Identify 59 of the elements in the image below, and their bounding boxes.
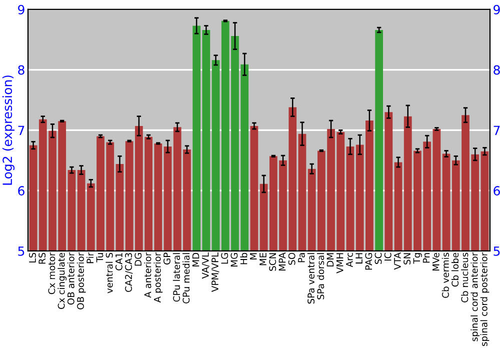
x-tick-label: Arc xyxy=(346,252,353,268)
x-tick-label: VTA xyxy=(394,252,401,270)
x-tick-label: LH xyxy=(356,253,362,264)
x-tick-label: OB anterior xyxy=(67,252,74,305)
x-tick-label: Pir xyxy=(86,252,94,264)
y2-tick-label: 5 xyxy=(494,246,500,256)
x-tick-label: MG xyxy=(230,253,238,266)
x-tick-label: Cb vermis xyxy=(442,252,449,298)
x-tick-label: CA1 xyxy=(115,253,122,270)
y-tick-label: 9 xyxy=(18,4,24,14)
x-tick-label: SO xyxy=(288,252,296,265)
x-tick-label: VMH xyxy=(336,253,344,274)
y-axis-title: Log2 (expression) xyxy=(2,76,14,185)
x-tick-label: CA2/CA3 xyxy=(125,253,133,292)
x-tick-label: M xyxy=(250,253,257,260)
x-tick-label: IC xyxy=(384,252,392,261)
x-tick-label: VPM/VPL xyxy=(212,252,220,292)
x-tick-label: MPA xyxy=(278,252,286,271)
y-tick-label: 7 xyxy=(18,126,24,135)
y-tick-label: 5 xyxy=(18,246,24,256)
y2-tick-label: 6 xyxy=(494,186,500,196)
x-tick-label: Tg xyxy=(413,253,422,264)
y2-tick-label: 8 xyxy=(494,65,500,75)
x-tick-label: GP xyxy=(163,252,170,264)
x-tick-label: MVe xyxy=(432,252,440,271)
x-tick-label: Cb nucleus xyxy=(461,252,468,302)
x-tick-label: CPu medial xyxy=(182,253,190,304)
x-tick-label: ME xyxy=(260,252,266,266)
y-tick-label: 8 xyxy=(18,65,24,75)
x-tick-label: Pa xyxy=(298,253,305,262)
x-tick-label: spinal cord posterior xyxy=(480,252,490,346)
x-tick-label: SC xyxy=(374,252,382,264)
x-tick-label: Pn xyxy=(422,253,430,263)
x-tick-label: DM xyxy=(326,253,334,266)
x-tick-label: Tu xyxy=(96,253,104,262)
x-tick-label: SCN xyxy=(269,253,276,271)
y2-tick-label: 7 xyxy=(494,126,500,135)
x-tick-label: A posterior xyxy=(154,252,163,303)
x-tick-label: SN xyxy=(404,253,411,264)
x-tick-label: DG xyxy=(134,253,142,266)
x-tick-label: VA/VL xyxy=(202,252,210,279)
x-tick-label: Cb lobe xyxy=(451,252,459,287)
x-tick-label: SPa ventral xyxy=(307,253,314,304)
x-tick-label: ventral S xyxy=(106,252,113,294)
x-tick-label: Cx cingulate xyxy=(58,252,67,309)
x-tick-label: spinal cord anterior xyxy=(470,252,480,342)
x-tick-label: RS xyxy=(38,252,46,264)
x-tick-label: LS xyxy=(29,252,36,262)
x-tick-label: LG xyxy=(221,253,228,264)
y-tick-label: 6 xyxy=(18,186,24,196)
y2-tick-label: 9 xyxy=(494,4,500,14)
x-tick-label: SPa dorsal xyxy=(316,253,324,300)
x-tick-label: A anterior xyxy=(144,252,152,298)
x-tick-label: Hb xyxy=(240,252,248,264)
x-tick-label: MD xyxy=(192,252,200,266)
x-tick-label: PAG xyxy=(365,253,372,270)
x-tick-label: OB posterior xyxy=(76,252,86,310)
x-tick-label: CPu lateral xyxy=(172,253,180,302)
x-tick-label: Cx motor xyxy=(48,252,56,294)
